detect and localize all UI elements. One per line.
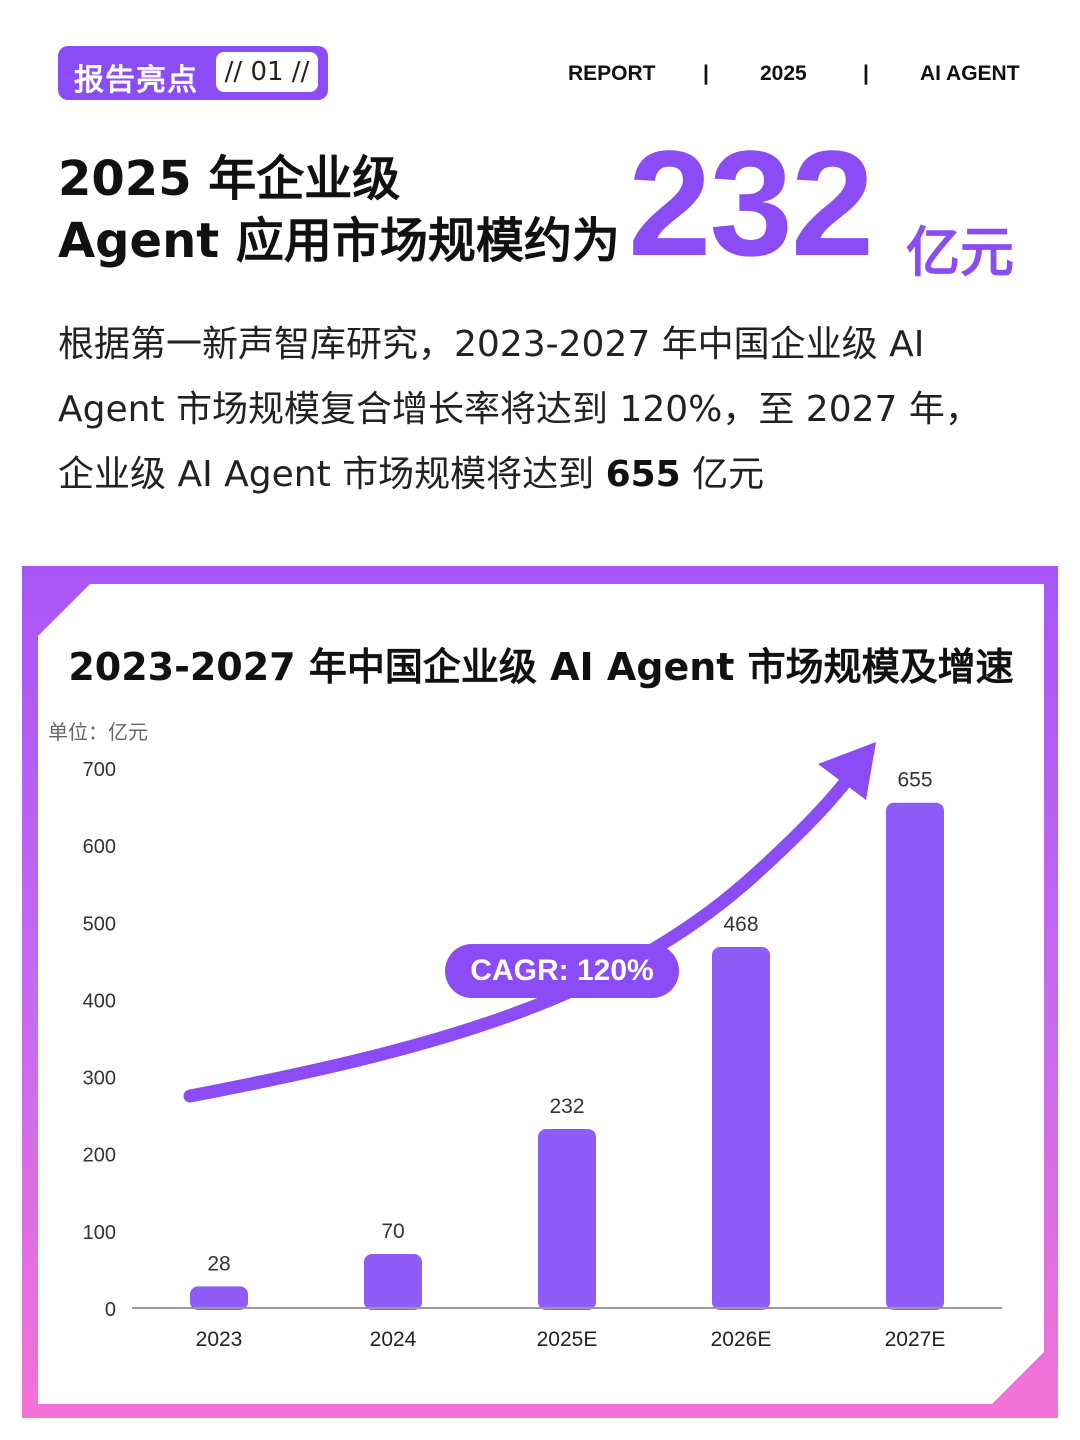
nav-year: 2025 [760, 62, 807, 85]
description-prefix: 企业级 AI Agent 市场规模将达到 [58, 454, 606, 495]
bar-2025E [538, 1129, 596, 1310]
chart-unit-label: 单位：亿元 [48, 720, 148, 744]
description-highlight: 655 [605, 454, 681, 495]
bar-2026E [712, 946, 770, 1310]
headline-unit: 亿元 [906, 221, 1014, 284]
headline-line-1: 2025 年企业级 [58, 151, 401, 207]
y-tick-label: 100 [83, 1222, 116, 1244]
badge-title: 报告亮点 [74, 63, 198, 98]
x-axis-labels: 2023 2024 2025E 2026E 2027E [196, 1328, 946, 1351]
x-tick-label: 2026E [711, 1328, 772, 1351]
chart-title: 2023-2027 年中国企业级 AI Agent 市场规模及增速 [68, 645, 1014, 689]
growth-arrow-head-icon [818, 742, 876, 800]
bar-value-label: 70 [381, 1220, 404, 1243]
headline: 2025 年企业级 Agent 应用市场规模约为 [58, 148, 620, 272]
y-tick-label: 500 [83, 913, 116, 935]
nav-ai-agent: AI AGENT [920, 62, 1020, 85]
bar-value-label: 232 [549, 1095, 584, 1118]
y-tick-label: 300 [83, 1068, 116, 1090]
description-suffix: 亿元 [680, 454, 765, 495]
y-tick-label: 700 [83, 759, 116, 781]
description: 根据第一新声智库研究，2023-2027 年中国企业级 AI Agent 市场规… [58, 312, 1028, 507]
description-line-2: Agent 市场规模复合增长率将达到 120%，至 2027 年， [58, 389, 981, 430]
y-tick-label: 600 [83, 836, 116, 858]
cagr-badge: CAGR: 120% [445, 944, 679, 998]
bar-value-label: 468 [723, 913, 758, 936]
bars: 28 70 232 468 655 [190, 769, 944, 1310]
bar-2024 [364, 1254, 422, 1310]
nav-report: REPORT [568, 62, 656, 85]
description-line-1: 根据第一新声智库研究，2023-2027 年中国企业级 AI [58, 324, 925, 365]
y-tick-label: 400 [83, 990, 116, 1012]
nav-separator: | [863, 62, 869, 85]
x-tick-label: 2024 [370, 1328, 417, 1351]
y-tick-label: 0 [105, 1299, 116, 1321]
x-tick-label: 2023 [196, 1328, 243, 1351]
x-tick-label: 2025E [537, 1328, 598, 1351]
bar-2027E [886, 802, 944, 1310]
description-line-3: 企业级 AI Agent 市场规模将达到 655 亿元 [58, 442, 1028, 507]
headline-big-number: 232 [628, 119, 874, 287]
y-axis: 0 100 200 300 400 500 600 700 [83, 759, 116, 1321]
growth-arrow [183, 745, 875, 1103]
bar-value-label: 655 [897, 769, 932, 792]
nav-separator: | [703, 62, 709, 85]
bar-2023 [190, 1286, 248, 1310]
report-badge: 报告亮点 // 01 // [58, 46, 328, 100]
bar-value-label: 28 [207, 1252, 230, 1275]
x-tick-label: 2027E [885, 1328, 946, 1351]
badge-number: // 01 // [216, 52, 318, 92]
y-tick-label: 200 [83, 1145, 116, 1167]
headline-line-2: Agent 应用市场规模约为 [58, 213, 620, 269]
